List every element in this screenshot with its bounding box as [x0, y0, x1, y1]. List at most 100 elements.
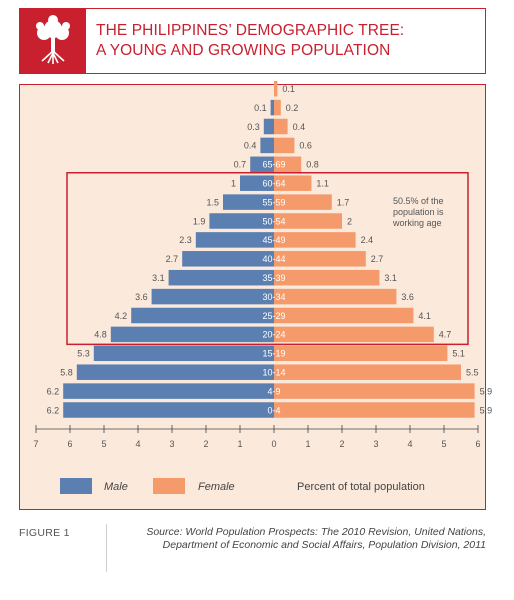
bar-female-20-24	[274, 326, 434, 343]
bar-female-15-19	[274, 345, 448, 362]
legend-male-label: Male	[104, 481, 128, 493]
annotation-line-3: working age	[392, 218, 442, 228]
tree-logo	[20, 9, 86, 73]
legend-male-swatch	[60, 478, 92, 494]
female-value-10-14: 5.5	[466, 368, 479, 378]
age-label-5-9: 4-9	[267, 386, 280, 396]
bar-male-35-39	[168, 269, 274, 286]
annotation-line-1: 50.5% of the	[393, 196, 444, 206]
age-label-35-39: 35-39	[262, 273, 285, 283]
header-banner: THE PHILIPPINES’ DEMOGRAPHIC TREE: A YOU…	[19, 8, 486, 74]
title-line-1: THE PHILIPPINES’ DEMOGRAPHIC TREE:	[96, 22, 405, 39]
female-value-85+: 0.1	[282, 84, 295, 94]
tree-icon	[36, 15, 70, 64]
x-tick-label-female-2: 2	[339, 439, 344, 449]
bar-male-75-79	[263, 118, 274, 135]
male-value-50-54: 1.9	[193, 216, 206, 226]
bar-male-30-34	[151, 288, 274, 305]
female-value-50-54: 2	[347, 216, 352, 226]
bar-female-70-74	[274, 137, 295, 154]
bar-male-5-9	[63, 383, 275, 399]
bar-male-80-84	[270, 99, 274, 116]
x-tick-label-female-3: 3	[373, 439, 378, 449]
male-value-35-39: 3.1	[152, 273, 165, 283]
female-bars	[274, 80, 475, 418]
male-value-65-69: 0.7	[234, 160, 247, 170]
female-value-5-9: 5.9	[480, 386, 493, 396]
x-axis-label: Percent of total population	[297, 481, 425, 493]
bar-female-85+	[274, 80, 278, 97]
working-age-highlight	[66, 172, 469, 346]
male-value-60-64: 1	[231, 179, 236, 189]
age-group-labels: 0-4 4-9 10-14 15-19 20-24 25-29 30-34 35-39 40-4…	[262, 160, 285, 416]
bar-male-0-4	[63, 402, 275, 418]
source-note: Source: World Population Prospects: The …	[118, 526, 486, 552]
x-tick-label-female-6: 6	[475, 439, 480, 449]
x-tick-label-male-4: 4	[135, 439, 140, 449]
bar-female-80-84	[274, 99, 281, 116]
age-label-10-14: 10-14	[262, 368, 285, 378]
page-title: THE PHILIPPINES’ DEMOGRAPHIC TREE: A YOU…	[96, 21, 404, 61]
bar-female-0-4	[274, 402, 475, 418]
annotation-line-2: population is	[393, 207, 444, 217]
bar-male-25-29	[131, 307, 274, 324]
x-axis: 7 6 5 4 3 2 1 0 1 2 3 4 5 6	[33, 425, 481, 449]
male-value-30-34: 3.6	[135, 292, 148, 302]
female-value-30-34: 3.6	[401, 292, 414, 302]
male-value-70-74: 0.4	[244, 141, 257, 151]
female-value-25-29: 4.1	[418, 311, 431, 321]
age-label-30-34: 30-34	[262, 292, 285, 302]
x-tick-label-female-5: 5	[441, 439, 446, 449]
female-value-70-74: 0.6	[299, 141, 312, 151]
male-value-10-14: 5.8	[60, 368, 73, 378]
x-tick-label-male-0: 0	[271, 439, 276, 449]
age-label-55-59: 55-59	[262, 197, 285, 207]
footer-divider	[106, 524, 107, 572]
age-label-15-19: 15-19	[262, 349, 285, 359]
title-line-2: A YOUNG AND GROWING POPULATION	[96, 42, 391, 59]
bar-male-40-44	[182, 251, 274, 267]
male-value-15-19: 5.3	[77, 349, 90, 359]
source-line-2: Department of Economic and Social Affair…	[162, 539, 486, 551]
male-bars	[63, 99, 275, 418]
bar-female-40-44	[274, 251, 366, 267]
female-value-80-84: 0.2	[286, 103, 299, 113]
bar-male-60-64	[240, 175, 274, 191]
male-value-40-44: 2.7	[166, 254, 179, 264]
female-value-35-39: 3.1	[384, 273, 397, 283]
bar-male-70-74	[260, 137, 274, 154]
age-label-0-4: 0-4	[267, 405, 280, 415]
data-labels: 6.2 5.9 6.2 5.9 5.8 5.5 5.3 5.1 4.8 4.7 4.2 4.1 3.6 3…	[47, 84, 492, 415]
x-tick-label-male-5: 5	[101, 439, 106, 449]
bar-female-50-54	[274, 213, 342, 229]
bar-female-45-49	[274, 232, 356, 248]
male-value-55-59: 1.5	[206, 197, 219, 207]
bar-male-10-14	[76, 364, 274, 380]
age-label-45-49: 45-49	[262, 235, 285, 245]
bar-female-55-59	[274, 194, 332, 210]
x-tick-label-male-6: 6	[67, 439, 72, 449]
bar-male-20-24	[110, 326, 274, 343]
bar-male-45-49	[195, 232, 274, 248]
age-label-60-64: 60-64	[262, 179, 285, 189]
legend-female-label: Female	[198, 481, 235, 493]
female-value-55-59: 1.7	[337, 197, 350, 207]
female-value-65-69: 0.8	[306, 160, 319, 170]
female-value-20-24: 4.7	[439, 330, 452, 340]
bar-female-10-14	[274, 364, 461, 380]
bar-male-15-19	[93, 345, 274, 362]
figure-label: FIGURE 1	[19, 527, 70, 539]
bar-female-25-29	[274, 307, 414, 324]
bar-female-75-79	[274, 118, 288, 135]
male-value-0-4: 6.2	[47, 405, 60, 415]
female-value-0-4: 5.9	[480, 405, 493, 415]
bar-male-55-59	[223, 194, 274, 210]
legend: Male Female Percent of total population	[60, 478, 425, 494]
bar-female-30-34	[274, 288, 397, 305]
bar-female-60-64	[274, 175, 312, 191]
source-line-1: Source: World Population Prospects: The …	[146, 526, 486, 538]
female-value-75-79: 0.4	[293, 122, 306, 132]
male-value-45-49: 2.3	[179, 235, 192, 245]
age-label-25-29: 25-29	[262, 311, 285, 321]
